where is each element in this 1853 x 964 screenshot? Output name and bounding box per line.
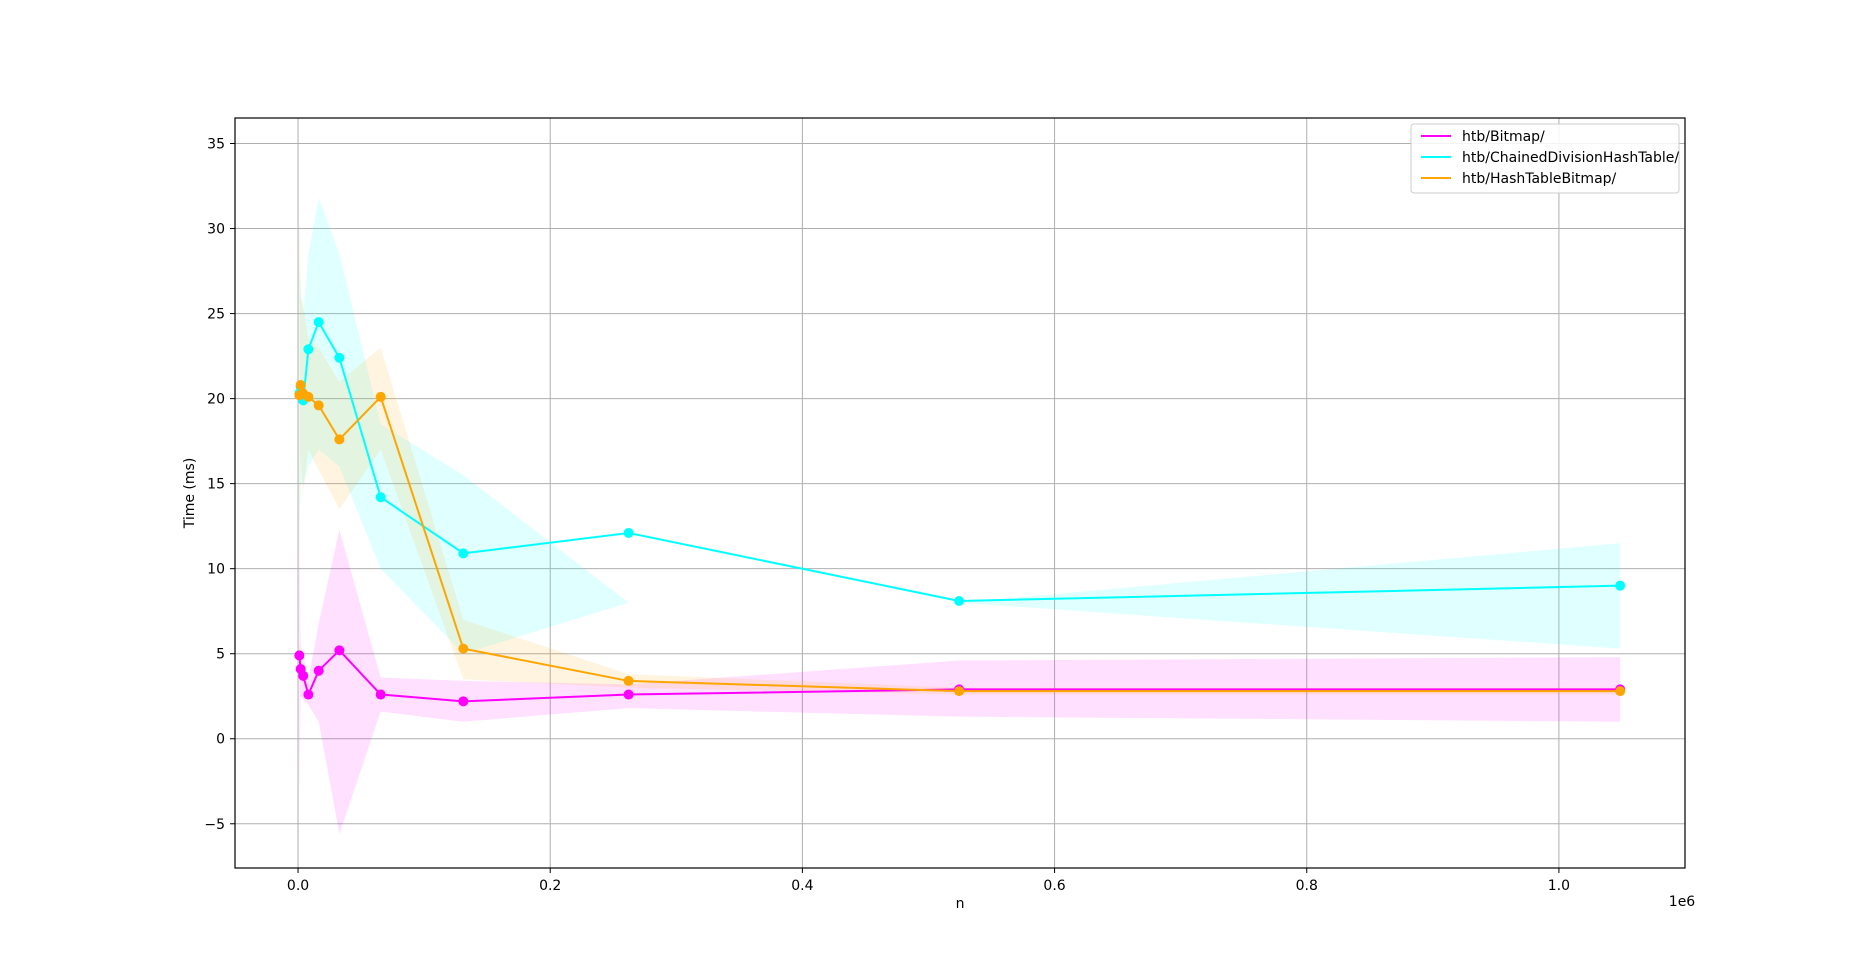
data-point <box>458 548 469 559</box>
x-tick-label: 0.0 <box>287 878 309 894</box>
y-tick-label: 30 <box>207 222 225 238</box>
data-point <box>954 686 965 697</box>
x-tick-label: 1.0 <box>1548 878 1570 894</box>
data-point <box>334 645 345 656</box>
x-axis-ticks: 0.0 0.2 0.4 0.6 0.8 1.0 <box>287 868 1570 894</box>
grid <box>235 118 1685 868</box>
x-axis-offset-label: 1e6 <box>1669 894 1696 910</box>
data-point <box>375 689 386 700</box>
data-point <box>313 665 324 676</box>
x-tick-label: 0.4 <box>791 878 813 894</box>
y-tick-label: 25 <box>207 307 225 323</box>
y-tick-label: 15 <box>207 477 225 493</box>
data-point <box>313 400 324 411</box>
data-point <box>375 391 386 402</box>
series-points <box>294 317 1626 707</box>
data-point <box>303 344 314 355</box>
x-tick-label: 0.6 <box>1043 878 1065 894</box>
legend: htb/Bitmap/ htb/ChainedDivisionHashTable… <box>1410 123 1680 194</box>
data-point <box>298 670 309 681</box>
y-tick-label: 5 <box>216 647 225 663</box>
confidence-band <box>299 197 1621 654</box>
data-point <box>623 689 634 700</box>
y-axis-ticks: −5 0 5 10 15 20 25 30 35 <box>204 137 235 833</box>
data-point <box>334 352 345 363</box>
data-point <box>1615 580 1626 591</box>
data-point <box>954 595 965 606</box>
data-point <box>295 380 306 391</box>
x-axis-label: n <box>956 896 965 912</box>
y-tick-label: 0 <box>216 732 225 748</box>
data-point <box>623 527 634 538</box>
data-point <box>294 650 305 661</box>
legend-label-bitmap: htb/Bitmap/ <box>1462 129 1545 145</box>
data-point <box>313 317 324 328</box>
legend-label-hash-table-bitmap: htb/HashTableBitmap/ <box>1462 171 1617 187</box>
y-tick-label: 35 <box>207 137 225 153</box>
data-point <box>375 492 386 503</box>
legend-label-chained-division-hash-table: htb/ChainedDivisionHashTable/ <box>1462 150 1679 166</box>
y-tick-label: 10 <box>207 562 225 578</box>
x-tick-label: 0.2 <box>539 878 561 894</box>
data-point <box>1615 686 1626 697</box>
y-tick-label: −5 <box>204 817 225 833</box>
data-point <box>303 689 314 700</box>
legend-box <box>1410 123 1680 194</box>
confidence-bands <box>299 197 1621 834</box>
data-point <box>458 643 469 654</box>
data-point <box>334 434 345 445</box>
data-point <box>623 675 634 686</box>
y-tick-label: 20 <box>207 392 225 408</box>
x-tick-label: 0.8 <box>1296 878 1318 894</box>
plot-frame <box>234 117 1686 869</box>
confidence-band <box>299 526 1621 834</box>
data-point <box>458 696 469 707</box>
y-axis-label: Time (ms) <box>182 458 198 530</box>
data-point <box>303 391 314 402</box>
